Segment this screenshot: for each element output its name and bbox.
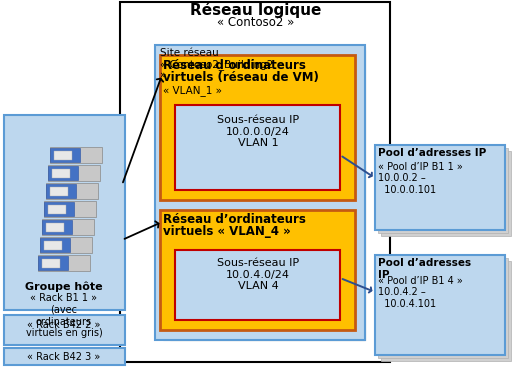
Text: « Contoso2_Building2: « Contoso2_Building2 (160, 59, 273, 70)
FancyBboxPatch shape (42, 219, 94, 235)
Bar (378, 148, 508, 233)
Text: « Pool d’IP B1 4 »: « Pool d’IP B1 4 » (378, 276, 463, 286)
Bar (160, 55, 355, 200)
Text: « Rack B42 2 »: « Rack B42 2 » (27, 320, 101, 330)
Bar (46, 184, 76, 198)
Bar (378, 258, 508, 358)
Text: »: » (160, 70, 166, 80)
Text: « Rack B42 3 »: « Rack B42 3 » (27, 352, 101, 362)
Text: « Rack B1 1 »: « Rack B1 1 » (31, 293, 97, 303)
Bar (375, 255, 505, 355)
Text: Groupe hôte: Groupe hôte (25, 282, 103, 293)
Bar (42, 259, 60, 268)
Bar (175, 250, 340, 320)
Bar (54, 151, 72, 160)
Bar (38, 256, 68, 270)
Text: Sous-réseau IP
10.0.4.0/24
VLAN 4: Sous-réseau IP 10.0.4.0/24 VLAN 4 (217, 258, 299, 291)
Bar (48, 166, 78, 180)
Bar (120, 2, 390, 362)
Bar (4, 348, 125, 365)
Bar (381, 261, 511, 361)
FancyBboxPatch shape (46, 183, 98, 199)
Bar (52, 169, 70, 178)
Bar (48, 205, 66, 214)
Text: « VLAN_1 »: « VLAN_1 » (163, 85, 222, 96)
FancyBboxPatch shape (38, 255, 90, 271)
Text: Sous-réseau IP
10.0.0.0/24
VLAN 1: Sous-réseau IP 10.0.0.0/24 VLAN 1 (217, 115, 299, 148)
FancyBboxPatch shape (50, 147, 102, 163)
Bar (40, 238, 70, 252)
FancyBboxPatch shape (44, 201, 96, 217)
Text: Réseau d’ordinateurs: Réseau d’ordinateurs (163, 213, 306, 226)
Bar (175, 105, 340, 190)
Bar (381, 151, 511, 236)
Bar (4, 115, 125, 310)
FancyBboxPatch shape (48, 165, 100, 181)
Text: 10.0.0.2 –
  10.0.0.101: 10.0.0.2 – 10.0.0.101 (378, 173, 436, 195)
Text: Pool d’adresses IP: Pool d’adresses IP (378, 148, 486, 158)
Text: Réseau d’ordinateurs: Réseau d’ordinateurs (163, 59, 306, 72)
Text: virtuels « VLAN_4 »: virtuels « VLAN_4 » (163, 225, 291, 238)
Bar (163, 47, 365, 340)
Text: virtuels (réseau de VM): virtuels (réseau de VM) (163, 71, 319, 84)
Bar (4, 315, 125, 345)
FancyBboxPatch shape (40, 237, 92, 253)
Text: (avec
ordinateurs
virtuels en gris): (avec ordinateurs virtuels en gris) (26, 305, 102, 338)
Bar (44, 202, 74, 216)
Bar (50, 187, 68, 196)
Bar (160, 210, 355, 330)
Text: « Contoso2 »: « Contoso2 » (217, 16, 295, 29)
Bar (375, 145, 505, 230)
Bar (50, 148, 80, 162)
Bar (155, 45, 365, 340)
Text: 10.0.4.2 –
  10.0.4.101: 10.0.4.2 – 10.0.4.101 (378, 287, 436, 309)
Text: Réseau logique: Réseau logique (190, 2, 322, 18)
Bar (170, 50, 365, 340)
Text: Pool d’adresses
IP: Pool d’adresses IP (378, 258, 471, 280)
Bar (44, 241, 62, 250)
Text: « Pool d’IP B1 1 »: « Pool d’IP B1 1 » (378, 162, 463, 172)
Bar (46, 223, 64, 232)
Text: Site réseau: Site réseau (160, 48, 219, 58)
Bar (42, 220, 72, 234)
